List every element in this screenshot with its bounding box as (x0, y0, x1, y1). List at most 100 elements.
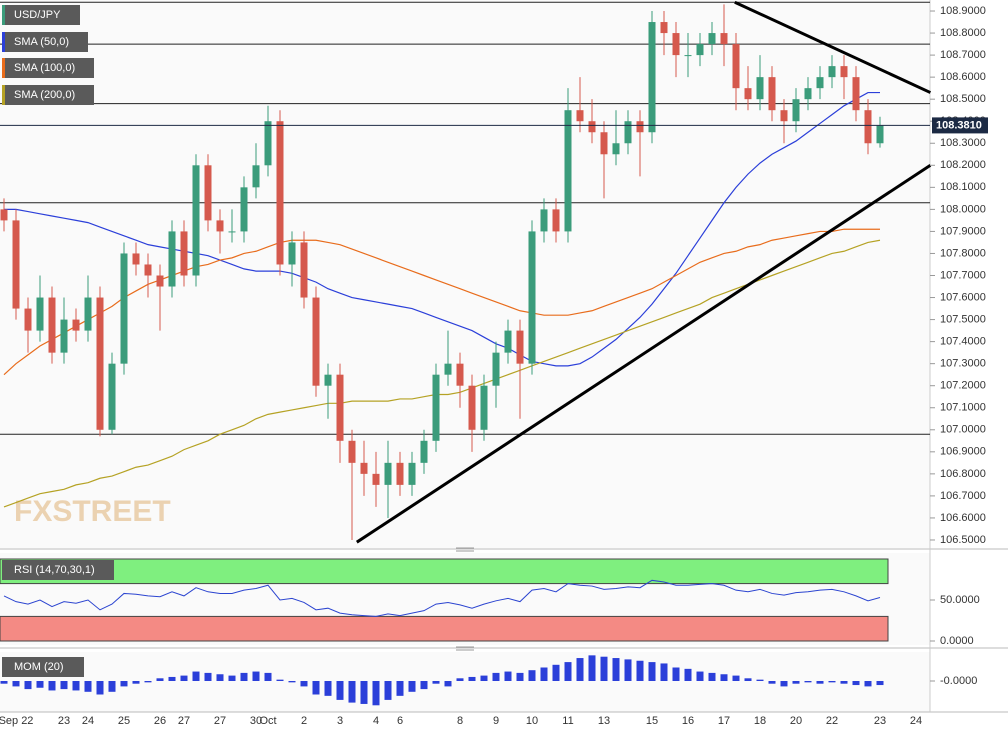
mom-bar (216, 674, 224, 681)
candle-body (192, 165, 200, 276)
mom-bar (780, 681, 788, 687)
mom-bar (516, 672, 524, 681)
sma-line (4, 91, 880, 367)
candle-body (12, 220, 20, 309)
mom-bar (816, 681, 824, 684)
y-tick-label: 107.2000 (940, 380, 986, 392)
mom-bar (132, 681, 140, 684)
y-tick-label: 107.8000 (940, 247, 986, 259)
y-tick-label: 107.7000 (940, 269, 986, 281)
candle-body (216, 220, 224, 232)
candle-body (564, 110, 572, 232)
x-tick-label: 10 (526, 715, 538, 727)
mom-bar (96, 681, 104, 695)
mom-bar (480, 675, 488, 681)
mom-bar (672, 667, 680, 681)
trendline (734, 0, 932, 94)
x-tick-label: 11 (562, 715, 573, 727)
mom-bar (636, 660, 644, 681)
x-tick-label: 24 (82, 715, 94, 727)
y-tick-label: 107.6000 (940, 291, 986, 303)
candle-body (540, 209, 548, 232)
y-tick-label: 108.8000 (940, 27, 986, 39)
legend-label: SMA (200,0) (14, 89, 75, 101)
mom-bar (720, 674, 728, 681)
y-tick-label: 107.0000 (940, 424, 986, 436)
candle-body (624, 121, 632, 144)
candle-body (408, 462, 416, 485)
mom-bar (492, 672, 500, 681)
mom-bar (528, 670, 536, 681)
y-tick-label: 108.2000 (940, 159, 986, 171)
mom-bar (60, 681, 68, 690)
sma-line (3, 239, 881, 508)
candle-body (672, 33, 680, 56)
candle-body (648, 22, 656, 133)
mom-bar (24, 681, 32, 690)
candle-body (828, 66, 836, 78)
candle-body (300, 242, 308, 298)
candle-body (132, 253, 140, 265)
y-tick-label: 106.8000 (940, 468, 986, 480)
candle-body (864, 110, 872, 144)
candle-body (552, 209, 560, 232)
y-tick-label: 106.6000 (940, 512, 986, 524)
mom-bar (252, 671, 260, 681)
candle-body (504, 330, 512, 353)
x-tick-label: 27 (178, 715, 190, 727)
y-tick-label: -0.0000 (940, 675, 977, 687)
legend: USD/JPY SMA (50,0) SMA (100,0) SMA (200,… (2, 5, 114, 677)
mom-bar (744, 678, 752, 681)
candle-body (492, 352, 500, 386)
sma-line (3, 228, 880, 376)
candle-body (360, 462, 368, 474)
candle-body (60, 319, 68, 353)
trendline (355, 164, 932, 544)
mom-bar (348, 681, 356, 703)
candle-body (744, 88, 752, 100)
mom-bar (108, 681, 116, 692)
candle-body (276, 121, 284, 265)
x-tick-label: Sep 22 (0, 715, 33, 727)
mom-bar (876, 681, 884, 686)
mom-bar (768, 681, 776, 684)
mom-bar (864, 681, 872, 687)
y-tick-label: 50.0000 (940, 594, 980, 606)
x-tick-label: 23 (58, 715, 70, 727)
watermark: FXSTREET (14, 495, 171, 528)
mom-bar (168, 676, 176, 681)
mom-bar (324, 681, 332, 696)
x-tick-label: 4 (373, 715, 379, 727)
candle-body (804, 88, 812, 100)
x-tick-label: 17 (718, 715, 730, 727)
mom-bar (276, 679, 284, 681)
y-tick-label: 108.7000 (940, 49, 986, 61)
mom-bar (708, 672, 716, 681)
mom-bar (468, 676, 476, 681)
candle-body (168, 231, 176, 287)
candle-body (732, 44, 740, 89)
legend-swatch (2, 58, 5, 78)
candle-body (372, 473, 380, 485)
candle-body (228, 231, 236, 233)
y-tick-label: 107.4000 (940, 336, 986, 348)
mom-bar (612, 658, 620, 681)
y-tick-label: 106.9000 (940, 446, 986, 458)
candle-body (444, 363, 452, 375)
y-tick-label: 106.7000 (940, 490, 986, 502)
legend-label: SMA (50,0) (14, 36, 69, 48)
mom-bar (48, 681, 56, 691)
candle-body (708, 33, 716, 45)
candle-body (576, 110, 584, 122)
mom-bar (852, 681, 860, 686)
candle-body (588, 121, 596, 133)
candle-body (660, 22, 668, 34)
mom-bar (432, 681, 440, 684)
candle-body (96, 297, 104, 430)
candle-body (252, 165, 260, 188)
mom-bar (300, 681, 308, 687)
candle-body (684, 55, 692, 57)
mom-bar (576, 658, 584, 681)
mom-bar (600, 656, 608, 681)
